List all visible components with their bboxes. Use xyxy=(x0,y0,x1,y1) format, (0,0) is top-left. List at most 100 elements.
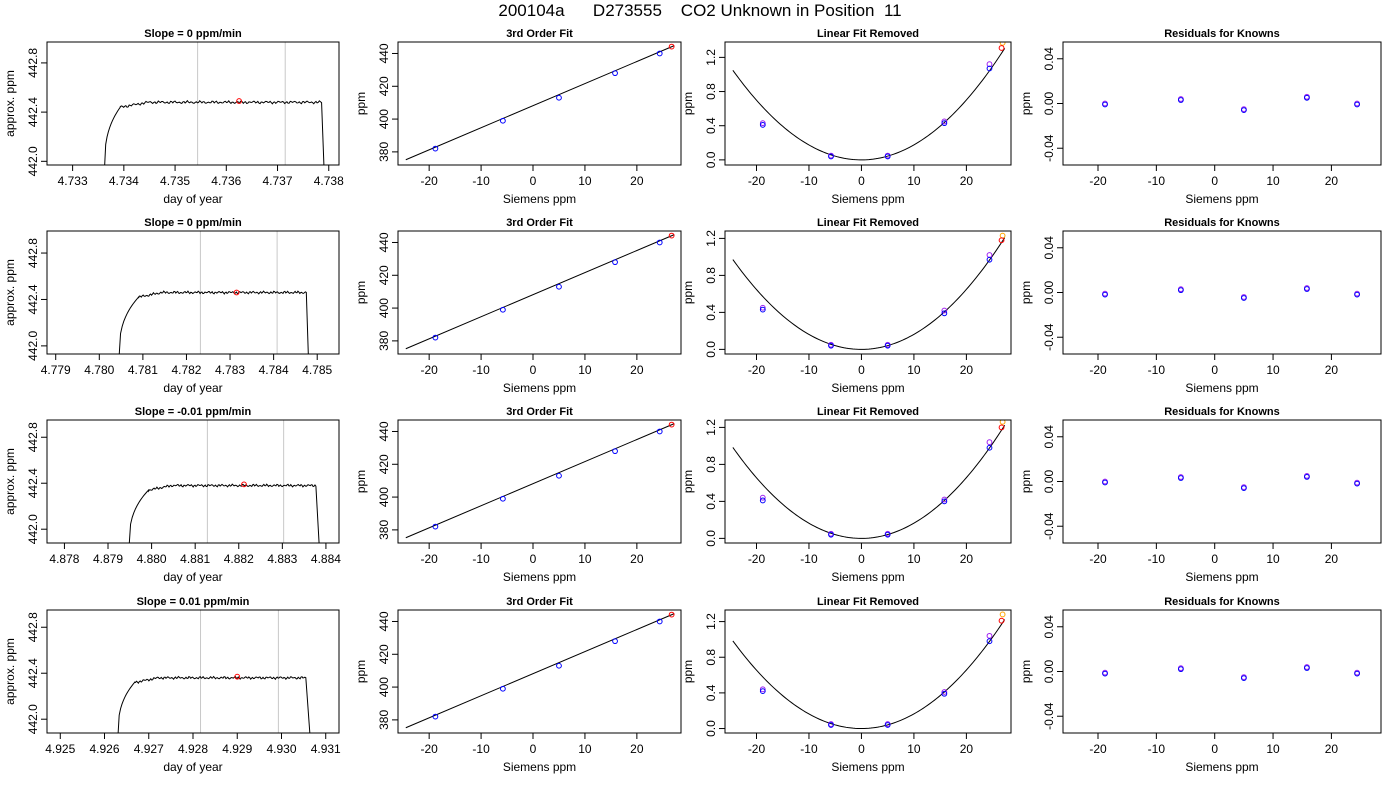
concentration-trace xyxy=(128,483,320,543)
x-tick-label: 20 xyxy=(1325,174,1339,188)
plot-frame xyxy=(724,609,1012,734)
y-axis-label: ppm xyxy=(681,470,695,493)
x-axis-label: Siemens ppm xyxy=(503,760,576,774)
x-tick-label: -20 xyxy=(748,174,766,188)
panel-title: Residuals for Knowns xyxy=(1164,217,1280,229)
known-point xyxy=(1354,101,1360,108)
known-point xyxy=(1102,479,1108,486)
y-tick-label: 400 xyxy=(377,677,391,697)
mean-marker xyxy=(236,98,243,104)
y-axis-label: ppm xyxy=(681,281,695,304)
panel-title: 3rd Order Fit xyxy=(506,406,573,418)
known-point xyxy=(499,495,506,502)
x-tick-label: 10 xyxy=(1266,552,1280,566)
known-point xyxy=(828,342,834,349)
known-point xyxy=(828,722,834,728)
x-tick-label: 4.931 xyxy=(311,742,341,756)
known-point xyxy=(759,497,766,504)
x-axis-label: Siemens ppm xyxy=(1185,381,1258,395)
x-tick-label: 4.884 xyxy=(311,552,341,566)
y-axis-label: approx. ppm xyxy=(3,259,17,326)
known-point xyxy=(1303,665,1310,671)
plot-frame xyxy=(397,230,682,355)
known-point xyxy=(499,117,506,124)
known-point-alt xyxy=(941,689,948,695)
plot-frame xyxy=(46,609,340,734)
y-tick-label: 442.8 xyxy=(26,238,40,268)
y-tick-label: 0.4 xyxy=(704,304,718,321)
x-tick-label: 0 xyxy=(530,363,537,377)
x-tick-label: 4.926 xyxy=(89,742,119,756)
known-point xyxy=(556,662,562,669)
y-tick-label: 1.2 xyxy=(704,613,718,630)
panel-3-2: 3rd Order Fit -20 -10 0 10 20 380 400 420 440 Siem… xyxy=(354,406,682,584)
plot-frame xyxy=(724,41,1012,166)
known-point-alt xyxy=(986,252,993,258)
y-axis-label: ppm xyxy=(354,92,368,115)
y-tick-label: 0.4 xyxy=(704,493,718,510)
y-axis-label: ppm xyxy=(1019,281,1033,304)
x-tick-label: 4.879 xyxy=(93,552,123,566)
known-point xyxy=(759,121,766,128)
x-tick-label: 20 xyxy=(960,363,974,377)
plot-frame xyxy=(46,230,340,355)
unknown-point-alt xyxy=(999,611,1006,618)
known-point xyxy=(828,153,834,160)
known-point xyxy=(1177,666,1184,673)
mean-marker xyxy=(233,289,240,296)
y-tick-label: 442.4 xyxy=(26,284,40,314)
y-tick-label: 440 xyxy=(377,43,391,63)
x-axis-label: day of year xyxy=(163,760,222,774)
known-point xyxy=(656,428,663,435)
y-tick-label: 0.04 xyxy=(1042,47,1056,71)
known-point xyxy=(941,120,948,127)
y-tick-label: 0.8 xyxy=(704,649,718,666)
x-tick-label: -20 xyxy=(1089,552,1107,566)
panel-1-2: 3rd Order Fit -20 -10 0 10 20 380 400 420 440 Siem… xyxy=(354,28,682,206)
y-tick-label: 440 xyxy=(377,232,391,252)
known-point-alt xyxy=(759,494,766,501)
x-tick-label: 4.780 xyxy=(84,363,114,377)
y-tick-label: 380 xyxy=(377,710,391,730)
y-axis-label: ppm xyxy=(354,281,368,304)
known-point xyxy=(884,722,891,728)
y-tick-label: 420 xyxy=(377,644,391,664)
y-tick-label: 0.0 xyxy=(704,151,718,168)
known-point xyxy=(759,688,766,695)
x-tick-label: -20 xyxy=(420,363,438,377)
panel-title: Slope = -0.01 ppm/min xyxy=(135,406,252,418)
known-point xyxy=(828,531,834,538)
x-tick-label: -10 xyxy=(1148,174,1166,188)
y-tick-label: 442.0 xyxy=(26,514,40,544)
concentration-trace xyxy=(104,99,325,165)
panel-title: Linear Fit Removed xyxy=(817,596,919,608)
x-tick-label: -10 xyxy=(472,552,490,566)
x-tick-label: 0 xyxy=(858,742,865,756)
x-axis-label: Siemens ppm xyxy=(1185,192,1258,206)
y-tick-label: 440 xyxy=(377,611,391,631)
y-tick-label: 442.0 xyxy=(26,146,40,176)
x-tick-label: 0 xyxy=(1211,552,1218,566)
known-point xyxy=(656,239,663,246)
panel-1-1: Slope = 0 ppm/min 4.733 4.734 4.735 4.736 4.7… xyxy=(3,28,344,206)
y-tick-label: 442.4 xyxy=(26,658,40,688)
panel-title: Slope = 0.01 ppm/min xyxy=(137,596,250,608)
known-point-alt xyxy=(941,496,948,503)
x-tick-label: 20 xyxy=(960,174,974,188)
plot-frame xyxy=(397,41,682,166)
panel-4-3: Linear Fit Removed -20 -10 0 10 20 0.0 0.4 0.8 1.… xyxy=(681,596,1012,774)
x-tick-label: 4.928 xyxy=(178,742,208,756)
y-tick-label: 0.4 xyxy=(704,684,718,701)
y-tick-label: 400 xyxy=(377,487,391,507)
known-point-alt xyxy=(941,307,948,314)
x-tick-label: 20 xyxy=(630,174,644,188)
y-tick-label: 442.8 xyxy=(26,612,40,642)
x-tick-label: 0 xyxy=(530,742,537,756)
panel-1-4: Residuals for Knowns -20 -10 0 10 20 -0.04 0.00… xyxy=(1019,28,1382,206)
x-tick-label: -20 xyxy=(748,552,766,566)
known-point xyxy=(986,638,993,645)
panel-title: 3rd Order Fit xyxy=(506,596,573,608)
known-point xyxy=(1354,480,1360,487)
known-point xyxy=(884,531,891,538)
x-tick-label: -20 xyxy=(420,174,438,188)
